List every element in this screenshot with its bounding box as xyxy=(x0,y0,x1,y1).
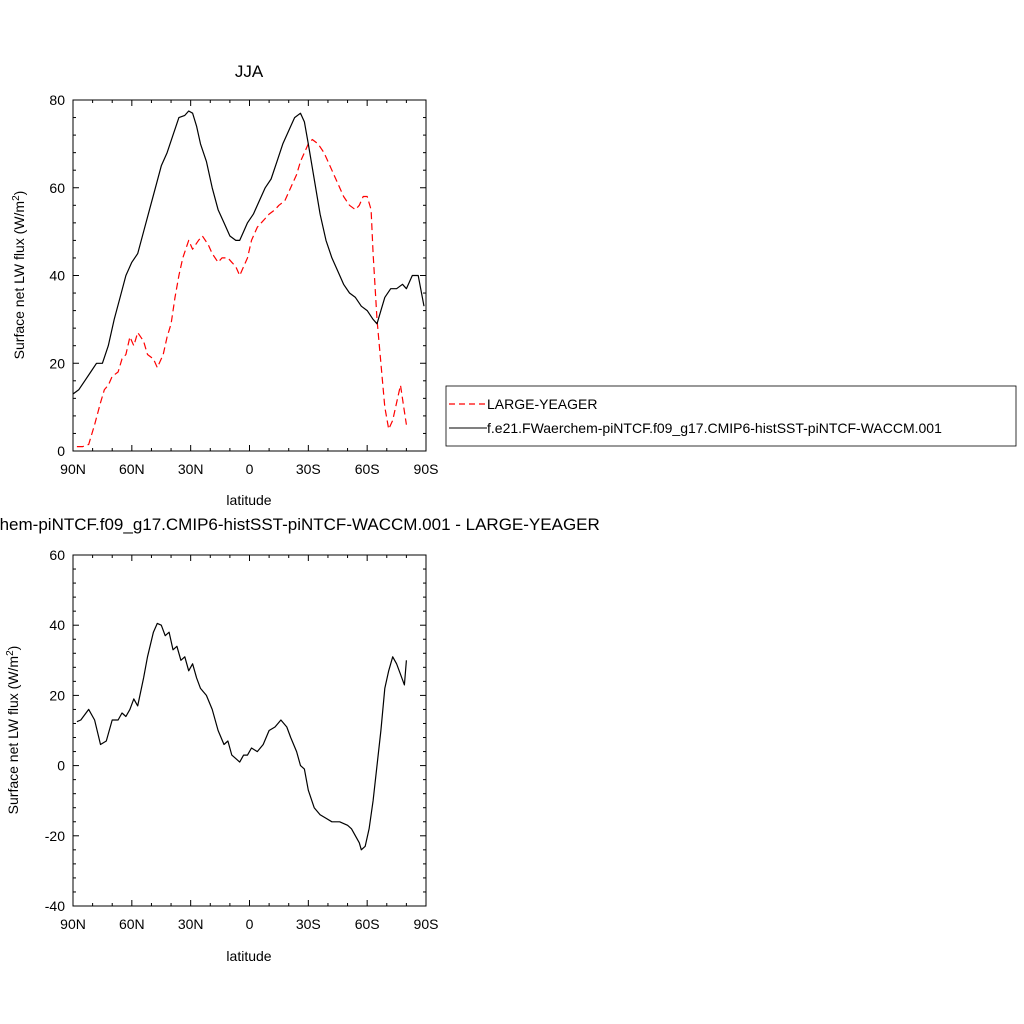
y-tick-label: 60 xyxy=(49,180,65,196)
legend: LARGE-YEAGER f.e21.FWaerchem-piNTCF.f09_… xyxy=(445,385,1017,447)
x-tick-label: 30N xyxy=(178,461,204,477)
x-tick-label: 60S xyxy=(355,461,380,477)
y-tick-label: 20 xyxy=(49,687,65,703)
chart-panel-top: JJA 90N 60N 30N 0 30S 60S 90S 0 20 40 60 80 latitud… xyxy=(11,62,1017,508)
x-tick-label: 90N xyxy=(60,461,86,477)
series-line-difference xyxy=(76,622,407,851)
x-tick-label: 30S xyxy=(296,916,321,932)
y-tick-label: 20 xyxy=(49,355,65,371)
x-tick-label: 90S xyxy=(414,461,439,477)
y-axis-label-bottom: Surface net LW flux (W/m2) xyxy=(5,646,22,815)
axes-ticks-bottom: 90N 60N 30N 0 30S 60S 90S -40 -20 0 20 40 60 xyxy=(45,547,439,932)
series-line-f-e21-fwaerchem-pintcf-f xyxy=(72,110,425,395)
plot-frame-bottom xyxy=(72,554,427,907)
y-tick-label: 0 xyxy=(57,758,65,774)
x-tick-label: 90S xyxy=(414,916,439,932)
series-line-large-yeager xyxy=(76,138,407,448)
x-axis-label-bottom: latitude xyxy=(226,948,271,964)
x-tick-label: 60N xyxy=(119,461,145,477)
axes-ticks-top: 90N 60N 30N 0 30S 60S 90S 0 20 40 60 80 xyxy=(49,92,438,477)
legend-label-waccm: f.e21.FWaerchem-piNTCF.f09_g17.CMIP6-his… xyxy=(487,420,942,436)
legend-label-large-yeager: LARGE-YEAGER xyxy=(487,396,597,412)
y-axis-label-top: Surface net LW flux (W/m2) xyxy=(11,191,28,360)
y-tick-label: 40 xyxy=(49,268,65,284)
x-tick-label: 60N xyxy=(119,916,145,932)
series-layer-bottom xyxy=(76,622,407,851)
x-tick-label: 60S xyxy=(355,916,380,932)
y-tick-label: 80 xyxy=(49,92,65,108)
x-tick-label: 30S xyxy=(296,461,321,477)
chart-title-bottom: f.e21.FWaerchem-piNTCF.f09_g17.CMIP6-his… xyxy=(0,515,600,534)
chart-panel-bottom: f.e21.FWaerchem-piNTCF.f09_g17.CMIP6-his… xyxy=(0,515,600,964)
chart-title-top: JJA xyxy=(235,62,264,81)
y-tick-label: -20 xyxy=(45,828,65,844)
series-layer-top xyxy=(72,110,425,448)
x-tick-label: 30N xyxy=(178,916,204,932)
y-tick-label: 60 xyxy=(49,547,65,563)
legend-box xyxy=(445,385,1017,447)
x-tick-label: 0 xyxy=(246,461,254,477)
y-tick-label: -40 xyxy=(45,898,65,914)
y-tick-label: 0 xyxy=(57,443,65,459)
x-tick-label: 90N xyxy=(60,916,86,932)
x-axis-label-top: latitude xyxy=(226,492,271,508)
x-tick-label: 0 xyxy=(246,916,254,932)
y-tick-label: 40 xyxy=(49,617,65,633)
